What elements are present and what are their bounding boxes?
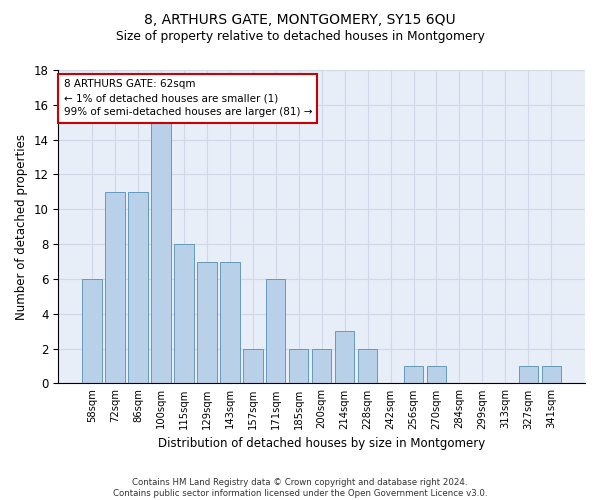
Text: 8 ARTHURS GATE: 62sqm
← 1% of detached houses are smaller (1)
99% of semi-detach: 8 ARTHURS GATE: 62sqm ← 1% of detached h… — [64, 80, 312, 118]
Bar — [151, 122, 170, 384]
Bar — [518, 366, 538, 384]
Bar — [220, 262, 239, 384]
Bar — [289, 348, 308, 384]
Bar — [174, 244, 194, 384]
Bar — [105, 192, 125, 384]
Bar — [404, 366, 423, 384]
Bar — [82, 279, 102, 384]
Bar — [358, 348, 377, 384]
Text: 8, ARTHURS GATE, MONTGOMERY, SY15 6QU: 8, ARTHURS GATE, MONTGOMERY, SY15 6QU — [144, 12, 456, 26]
Bar — [335, 331, 355, 384]
Text: Contains HM Land Registry data © Crown copyright and database right 2024.
Contai: Contains HM Land Registry data © Crown c… — [113, 478, 487, 498]
Bar — [243, 348, 263, 384]
Bar — [266, 279, 286, 384]
Bar — [542, 366, 561, 384]
Bar — [197, 262, 217, 384]
Text: Size of property relative to detached houses in Montgomery: Size of property relative to detached ho… — [116, 30, 484, 43]
Bar — [312, 348, 331, 384]
Bar — [128, 192, 148, 384]
X-axis label: Distribution of detached houses by size in Montgomery: Distribution of detached houses by size … — [158, 437, 485, 450]
Bar — [427, 366, 446, 384]
Y-axis label: Number of detached properties: Number of detached properties — [15, 134, 28, 320]
